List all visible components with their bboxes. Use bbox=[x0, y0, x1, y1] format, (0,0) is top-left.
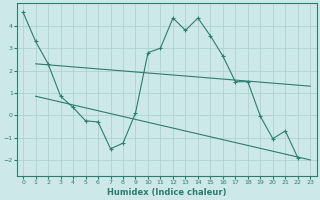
X-axis label: Humidex (Indice chaleur): Humidex (Indice chaleur) bbox=[107, 188, 227, 197]
